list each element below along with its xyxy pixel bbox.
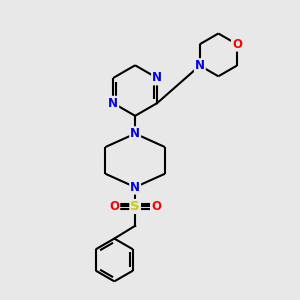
Text: S: S (130, 200, 140, 213)
Text: N: N (108, 97, 118, 110)
Text: N: N (130, 181, 140, 194)
Text: N: N (152, 71, 162, 84)
Text: O: O (232, 38, 242, 51)
Text: O: O (109, 200, 119, 213)
Text: N: N (130, 127, 140, 140)
Text: O: O (151, 200, 161, 213)
Text: N: N (195, 59, 205, 72)
